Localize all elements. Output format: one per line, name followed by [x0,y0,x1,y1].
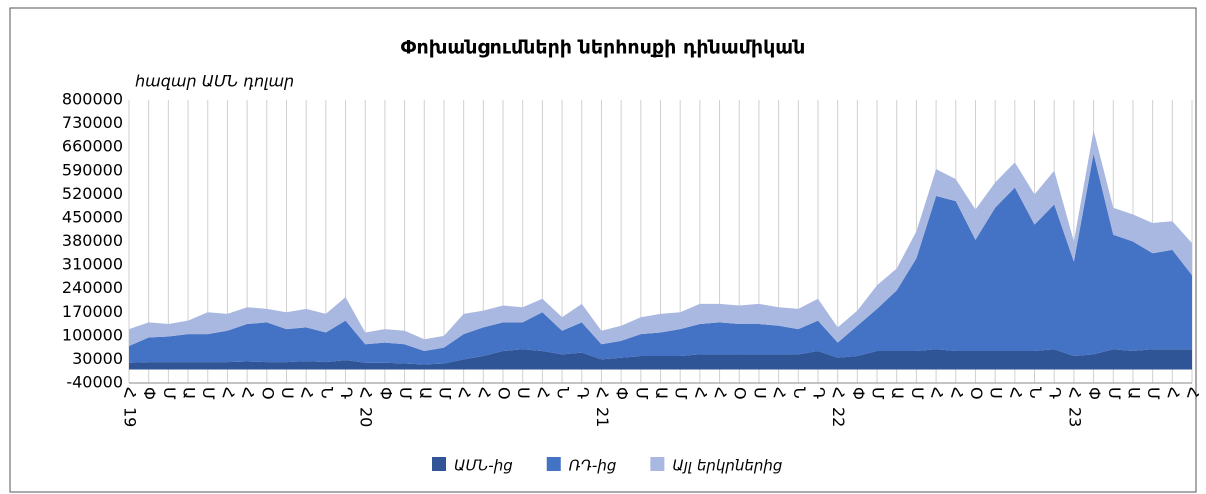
x-tick-label: Ա [180,387,199,399]
y-tick-label: 590000 [62,160,123,179]
x-tick-label: Ս [514,387,533,399]
x-tick-label: Մ [1144,387,1163,400]
x-tick-label: Հ [121,387,140,398]
y-tick-label: 240000 [62,278,123,297]
x-year-label: 19 [121,407,140,427]
x-tick-label: Հ [829,387,848,398]
y-tick-label: 730000 [62,113,123,132]
x-tick-label: Հ [1164,387,1183,398]
legend-swatch [546,457,561,471]
x-tick-label: Մ [1105,387,1124,400]
x-tick-label: Հ [691,387,710,398]
x-tick-label: Հ [1184,387,1203,398]
area [129,349,1192,370]
x-tick-label: Մ [869,387,888,400]
x-tick-label: Հ [357,387,376,398]
x-tick-label: Հ [475,387,494,398]
y-tick-label: 660000 [62,137,123,156]
y-tick-label: -40000 [66,373,123,392]
y-tick-label: 380000 [62,231,123,250]
area [129,153,1192,365]
y-axis-label: հազար ԱՄՆ դոլար [135,72,294,91]
y-tick-label: 800000 [62,90,123,109]
x-tick-label: Հ [770,387,789,398]
x-tick-label: Ն [554,387,573,399]
x-tick-label: Հ [711,387,730,398]
y-tick-label: 520000 [62,184,123,203]
x-tick-label: Հ [239,387,258,398]
legend-label: ԱՄՆ-ից [454,457,513,475]
x-tick-label: Հ [1065,387,1084,398]
x-tick-label: Հ [455,387,474,398]
x-tick-label: Փ [140,387,159,400]
x-tick-label: Մ [199,387,218,400]
x-tick-label: Հ [219,387,238,398]
x-tick-label: Մ [435,387,454,400]
x-tick-label: Փ [376,387,395,400]
x-tick-label: Օ [731,387,750,400]
x-tick-label: Մ [672,387,691,400]
x-tick-label: Մ [396,387,415,400]
x-tick-label: Հ [1006,387,1025,398]
x-tick-label: Ա [416,387,435,399]
x-tick-label: Ա [652,387,671,399]
x-tick-label: Հ [947,387,966,398]
x-year-label: 22 [829,407,848,427]
x-tick-label: Հ [928,387,947,398]
x-tick-label: Ն [1026,387,1045,399]
y-tick-label: 30000 [72,349,123,368]
x-tick-label: Ա [1124,387,1143,399]
x-tick-label: Դ [1046,387,1065,399]
x-tick-label: Հ [534,387,553,398]
y-tick-label: 450000 [62,207,123,226]
chart-title: Փոխանցումների ներհոսքի դինամիկան [401,37,806,59]
x-tick-label: Դ [573,387,592,399]
x-tick-label: Հ [298,387,317,398]
legend-label: Այլ երկրներից [672,457,782,475]
y-tick-label: 310000 [62,255,123,274]
x-tick-label: Դ [809,387,828,399]
x-year-label: 21 [593,407,612,427]
x-tick-label: Ս [750,387,769,399]
x-year-label: 20 [357,407,376,427]
x-tick-label: Դ [337,387,356,399]
x-tick-label: Օ [258,387,277,400]
x-tick-label: Մ [908,387,927,400]
x-year-label: 23 [1065,407,1084,427]
x-tick-label: Օ [967,387,986,400]
x-tick-label: Հ [593,387,612,398]
x-tick-label: Մ [160,387,179,400]
x-tick-label: Փ [1085,387,1104,400]
y-tick-label: 100000 [62,325,123,344]
legend-label: ՌԴ-ից [569,457,617,475]
x-tick-label: Ն [790,387,809,399]
x-tick-label: Փ [849,387,868,400]
x-tick-label: Փ [613,387,632,400]
legend-swatch [650,457,665,471]
x-tick-label: Մ [632,387,651,400]
x-tick-label: Ս [987,387,1006,399]
legend-swatch [432,457,446,471]
x-tick-label: Օ [495,387,514,400]
y-tick-label: 170000 [62,302,123,321]
x-tick-label: Ն [317,387,336,399]
x-tick-label: Ա [888,387,907,399]
x-tick-label: Ս [278,387,297,399]
